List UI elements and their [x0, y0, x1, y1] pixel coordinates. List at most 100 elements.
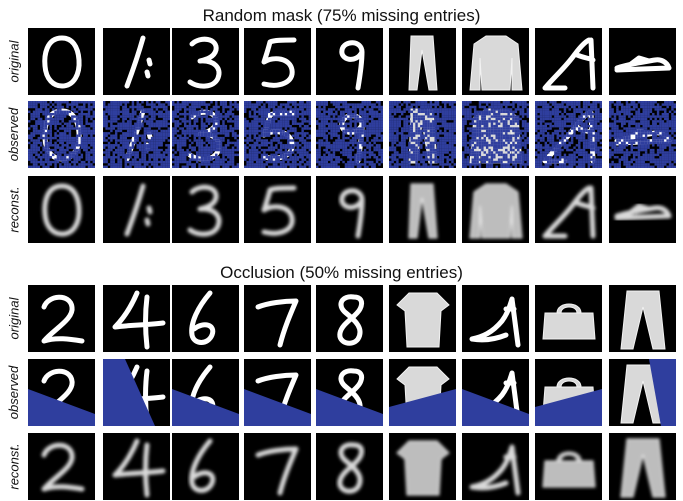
image-tile-tshirt-observed — [389, 359, 456, 426]
bag-glyph — [542, 451, 596, 488]
image-tile-digit-3-observed — [172, 101, 239, 168]
digit-1-glyph — [124, 183, 153, 237]
flat-shoe-glyph — [614, 55, 672, 73]
image-tile-digit-4-observed — [103, 359, 170, 426]
image-tile-tshirt-reconst — [389, 433, 456, 500]
image-tile-digit-3-original — [172, 28, 239, 95]
heel-glyph — [469, 370, 521, 422]
sandal-glyph — [542, 185, 596, 239]
image-tile-flat-shoe-original — [609, 28, 676, 95]
image-tile-digit-1-original — [103, 28, 170, 95]
image-tile-trousers-reconst — [389, 176, 456, 243]
image-tile-digit-5-original — [244, 28, 311, 95]
image-tile-digit-6-original — [172, 285, 239, 352]
digit-9-glyph — [339, 40, 365, 91]
row-label-observed: observed — [6, 107, 22, 162]
image-tile-sandal-reconst — [535, 176, 602, 243]
trousers-2-glyph — [620, 290, 666, 350]
digit-1-glyph — [124, 35, 153, 89]
section-title-random-mask: Random mask (75% missing entries) — [202, 6, 481, 25]
image-tile-tshirt-original — [389, 285, 456, 352]
image-tile-digit-6-reconst — [172, 433, 239, 500]
tshirt-glyph — [396, 292, 450, 348]
heel-glyph — [469, 296, 521, 348]
image-tile-digit-3-reconst — [172, 176, 239, 243]
image-tile-digit-9-reconst — [316, 176, 383, 243]
sandal-glyph — [542, 37, 596, 91]
occlusion-mask-overlay — [28, 389, 95, 426]
random-mask-overlay — [535, 101, 602, 168]
image-tile-digit-5-reconst — [244, 176, 311, 243]
digit-6-glyph — [189, 290, 216, 345]
image-tile-trousers-2-reconst — [609, 433, 676, 500]
image-tile-trousers-original — [389, 28, 456, 95]
random-mask-overlay — [609, 101, 676, 168]
tshirt-glyph — [396, 440, 450, 496]
digit-2-glyph — [41, 294, 85, 344]
image-tile-digit-4-original — [103, 285, 170, 352]
image-tile-digit-7-original — [244, 285, 311, 352]
occlusion-mask-overlay — [389, 389, 456, 426]
image-tile-pullover-observed — [462, 101, 529, 168]
image-tile-digit-0-reconst — [28, 176, 95, 243]
image-tile-digit-2-observed — [28, 359, 95, 426]
digit-0-glyph — [42, 183, 82, 237]
image-tile-trousers-2-observed — [609, 359, 676, 426]
image-tile-digit-1-observed — [103, 101, 170, 168]
image-tile-digit-8-observed — [316, 359, 383, 426]
image-tile-digit-4-reconst — [103, 433, 170, 500]
image-tile-digit-2-original — [28, 285, 95, 352]
row-label-reconst: reconst. — [6, 443, 22, 490]
digit-6-glyph — [189, 438, 216, 493]
digit-8-glyph — [337, 294, 365, 346]
digit-7-glyph — [255, 446, 299, 496]
image-tile-sandal-original — [535, 28, 602, 95]
image-tile-digit-2-reconst — [28, 433, 95, 500]
image-tile-heel-original — [462, 285, 529, 352]
image-tile-digit-7-reconst — [244, 433, 311, 500]
random-mask-overlay — [316, 101, 383, 168]
row-label-original: original — [6, 297, 22, 340]
row-label-reconst: reconst. — [6, 186, 22, 233]
heel-glyph — [469, 444, 521, 496]
random-mask-overlay — [462, 101, 529, 168]
image-tile-trousers-2-original — [609, 285, 676, 352]
image-tile-digit-6-observed — [172, 359, 239, 426]
image-tile-digit-9-original — [316, 28, 383, 95]
random-mask-overlay — [244, 101, 311, 168]
trousers-2-glyph — [620, 438, 666, 498]
image-tile-digit-9-observed — [316, 101, 383, 168]
image-tile-digit-7-observed — [244, 359, 311, 426]
image-tile-digit-0-observed — [28, 101, 95, 168]
digit-3-glyph — [187, 184, 222, 237]
occlusion-mask-overlay — [649, 359, 676, 426]
image-tile-flat-shoe-observed — [609, 101, 676, 168]
digit-4-glyph — [112, 290, 166, 350]
row-label-observed: observed — [6, 365, 22, 420]
image-tile-digit-8-original — [316, 285, 383, 352]
image-tile-digit-8-reconst — [316, 433, 383, 500]
image-tile-digit-0-original — [28, 28, 95, 95]
digit-5-glyph — [261, 37, 297, 88]
image-tile-pullover-reconst — [462, 176, 529, 243]
image-tile-pullover-original — [462, 28, 529, 95]
occlusion-mask-overlay — [172, 389, 239, 426]
digit-4-glyph — [112, 438, 166, 498]
image-tile-sandal-observed — [535, 101, 602, 168]
occlusion-mask-overlay — [535, 389, 602, 426]
image-tile-digit-1-reconst — [103, 176, 170, 243]
image-tile-digit-5-observed — [244, 101, 311, 168]
image-tile-heel-reconst — [462, 433, 529, 500]
occlusion-mask-overlay — [244, 389, 311, 426]
random-mask-overlay — [28, 101, 95, 168]
random-mask-overlay — [103, 101, 170, 168]
digit-9-glyph — [339, 188, 365, 239]
bag-glyph — [542, 303, 596, 340]
digit-3-glyph — [187, 36, 222, 89]
digit-5-glyph — [261, 185, 297, 236]
image-tile-bag-original — [535, 285, 602, 352]
occlusion-mask-overlay — [462, 389, 529, 426]
random-mask-overlay — [389, 101, 456, 168]
section-title-occlusion: Occlusion (50% missing entries) — [220, 263, 463, 282]
flat-shoe-glyph — [614, 203, 672, 221]
